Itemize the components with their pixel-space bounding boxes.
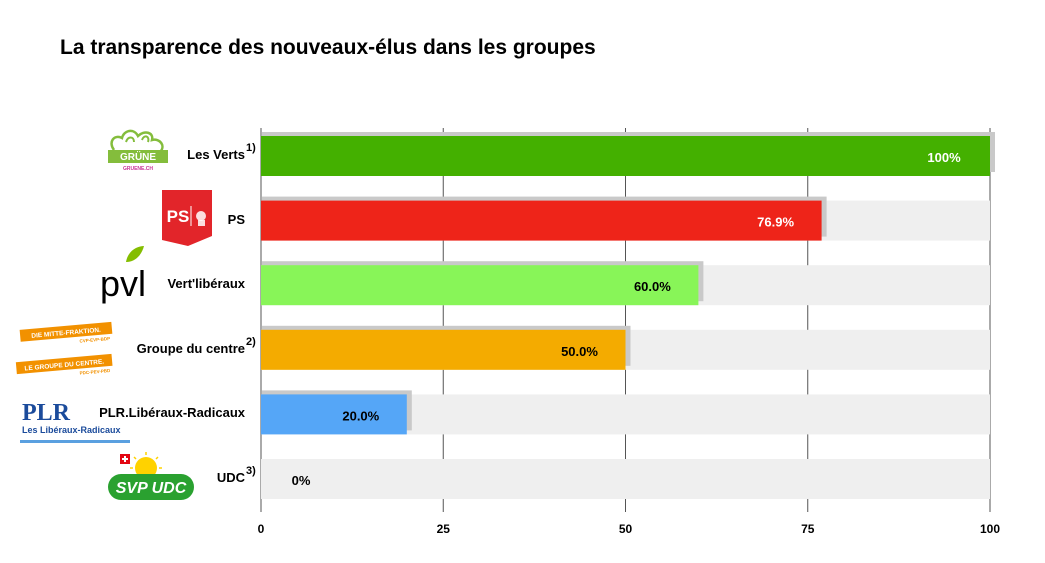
x-tick-label: 0 xyxy=(258,522,265,536)
footnote-marker: 1) xyxy=(246,142,256,154)
gruene-logo: GRÜNE GRUENE.CH xyxy=(108,129,168,172)
data-label: 100% xyxy=(927,150,961,165)
bars xyxy=(261,132,995,435)
data-label: 20.0% xyxy=(342,408,379,423)
data-label: 50.0% xyxy=(561,344,598,359)
centre-logo-line1b: CVP-EVP-BDP xyxy=(79,336,110,344)
x-tick-label: 100 xyxy=(980,522,1000,536)
category-label: Groupe du centre xyxy=(136,340,245,356)
data-label: 60.0% xyxy=(634,279,671,294)
category-label: Les Verts xyxy=(187,147,245,162)
data-label: 0% xyxy=(292,473,311,488)
svp-udc-logo-text: SVP UDC xyxy=(116,480,187,497)
x-tick-label: 25 xyxy=(437,522,451,536)
bar xyxy=(261,200,822,241)
svp-udc-logo: SVP UDC xyxy=(108,452,194,500)
centre-logo-line2b: PDC-PEV-PBD xyxy=(79,368,111,376)
bar xyxy=(261,329,626,370)
pvl-logo-text: pvl xyxy=(100,263,146,304)
bar xyxy=(261,136,990,176)
footnote-marker: 3) xyxy=(246,465,256,477)
x-axis-ticks: 0 25 50 75 100 xyxy=(258,522,1001,536)
ps-logo: PS xyxy=(162,190,212,246)
data-label: 76.9% xyxy=(757,215,794,230)
category-label: PLR.Libéraux-Radicaux xyxy=(99,405,245,421)
bar xyxy=(261,265,699,306)
x-tick-label: 50 xyxy=(619,522,633,536)
plr-logo-subtext: Les Libéraux-Radicaux xyxy=(22,425,121,435)
category-label: UDC xyxy=(216,470,245,485)
value-labels: 100% 76.9% 60.0% 50.0% 20.0% 0% xyxy=(292,150,961,488)
gruene-logo-text: GRÜNE xyxy=(120,150,156,163)
category-label: PS xyxy=(227,211,245,227)
chart-title: La transparence des nouveaux-élus dans l… xyxy=(60,36,596,59)
ps-logo-text: PS xyxy=(167,207,190,226)
footnote-marker: 2) xyxy=(246,335,256,348)
bar xyxy=(261,394,407,435)
bar-track xyxy=(261,459,990,499)
gruene-logo-subtext: GRUENE.CH xyxy=(123,166,153,172)
plr-logo-text: PLR xyxy=(22,400,71,426)
grid-lines xyxy=(260,128,991,512)
pvl-logo: pvl xyxy=(100,246,146,304)
mitte-centre-logo: DIE MITTE-FRAKTION. CVP-EVP-BDP LE GROUP… xyxy=(15,321,113,376)
category-label: Vert'libéraux xyxy=(167,276,245,292)
plr-logo: PLR Les Libéraux-Radicaux xyxy=(20,400,130,443)
x-tick-label: 75 xyxy=(801,522,815,536)
